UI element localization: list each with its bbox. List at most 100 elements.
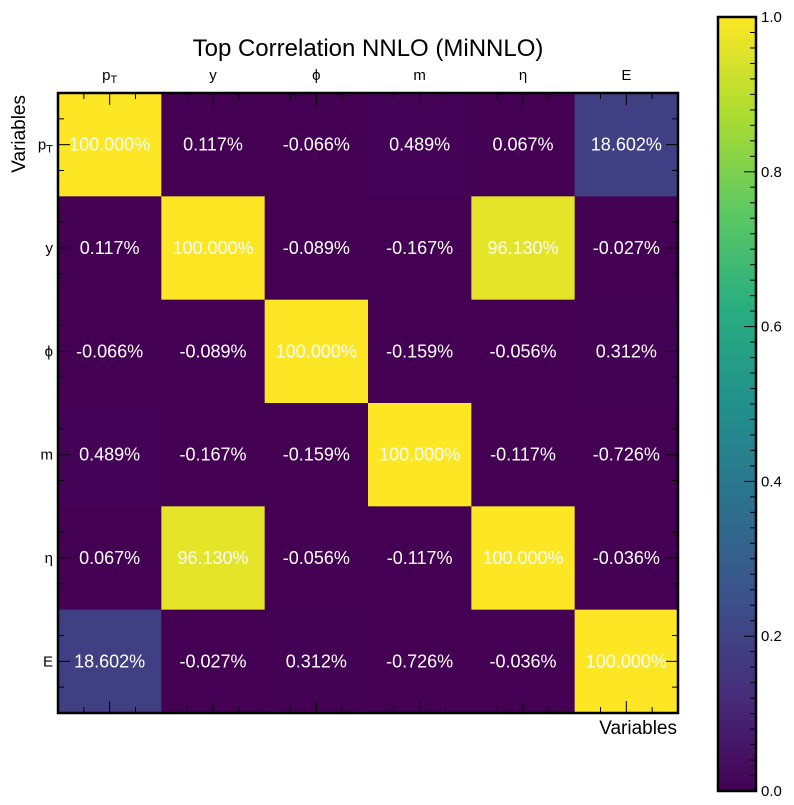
heatmap-cell	[264, 506, 369, 611]
x-tick-label: η	[519, 67, 527, 84]
colorbar-tick-label: 0.6	[761, 319, 782, 336]
heatmap-cell	[264, 609, 369, 714]
cell-value-label: -0.027%	[179, 651, 246, 671]
heatmap-cell	[58, 403, 162, 507]
x-tick-label: m	[413, 67, 426, 84]
chart-title: Top Correlation NNLO (MiNNLO)	[193, 35, 544, 62]
colorbar-tick-label: 0.8	[761, 164, 782, 181]
cell-value-label: -0.159%	[386, 341, 453, 361]
heatmap-cell	[161, 196, 266, 301]
cell-value-label: 100.000%	[586, 651, 667, 671]
colorbar-tick-label: 0.2	[761, 628, 782, 645]
heatmap-cell	[574, 506, 679, 611]
y-tick-label: pT	[38, 137, 53, 156]
heatmap-cell-labels: 100.000% 0.117% -0.066% 0.489% 0.067% 18.602%…	[69, 135, 667, 672]
cell-value-label: 0.117%	[80, 238, 140, 258]
cell-value-label: -0.117%	[490, 445, 556, 465]
heatmap-cell	[58, 93, 162, 197]
x-tick-label: E	[621, 67, 631, 84]
x-tick-labels: pT y ϕ m η E	[102, 67, 631, 86]
cell-value-label: -0.066%	[283, 135, 350, 155]
heatmap-cell	[58, 506, 162, 611]
cell-value-label: -0.056%	[489, 341, 556, 361]
cell-value-label: -0.036%	[593, 548, 660, 568]
cell-value-label: -0.159%	[283, 445, 350, 465]
plot-frame	[56, 91, 680, 715]
x-axis-label: Variables	[599, 718, 677, 739]
heatmap-cell	[58, 609, 162, 714]
heatmap-cell	[264, 403, 369, 507]
colorbar	[716, 15, 758, 793]
heatmap-cell	[471, 506, 576, 611]
y-tick-labels: pT y ϕ m η E	[38, 137, 54, 671]
y-tick-label: m	[41, 447, 54, 464]
cell-value-label: 100.000%	[69, 135, 150, 155]
heatmap-cell	[161, 299, 266, 404]
heatmap-cell	[574, 299, 679, 404]
colorbar-tick-label: 0.4	[761, 473, 782, 490]
y-tick-label: η	[45, 550, 53, 567]
heatmap-cell	[471, 93, 576, 197]
x-tick-label: y	[209, 67, 217, 84]
colorbar-ticks: 0.0 0.2 0.4 0.6 0.8 1.0	[744, 9, 782, 800]
y-tick-label: ϕ	[45, 343, 53, 360]
heatmap-cell	[264, 299, 369, 404]
colorbar-tick-label: 0.0	[761, 783, 782, 800]
heatmap-cell	[58, 299, 162, 404]
cell-value-label: 0.489%	[79, 445, 140, 465]
cell-value-label: 96.130%	[487, 238, 558, 258]
cell-value-label: -0.089%	[283, 238, 350, 258]
cell-value-label: 100.000%	[379, 445, 460, 465]
heatmap-cell	[368, 403, 472, 507]
y-tick-label: y	[46, 240, 54, 257]
heatmap-cell	[368, 609, 472, 714]
heatmap-cell	[368, 299, 472, 404]
cell-value-label: 100.000%	[482, 548, 563, 568]
cell-value-label: -0.167%	[386, 238, 453, 258]
cell-value-label: 18.602%	[591, 135, 662, 155]
cell-value-label: 100.000%	[172, 238, 253, 258]
y-tick-label: E	[43, 653, 53, 670]
cell-value-label: -0.066%	[76, 341, 143, 361]
heatmap-cell	[264, 93, 369, 197]
heatmap-cell	[471, 299, 576, 404]
cell-value-label: 0.117%	[183, 135, 243, 155]
x-tick-label: ϕ	[312, 67, 320, 84]
cell-value-label: 0.067%	[79, 548, 140, 568]
colorbar-tick-label: 1.0	[761, 9, 782, 26]
heatmap-cell	[471, 403, 576, 507]
cell-value-label: 18.602%	[74, 651, 145, 671]
cell-value-label: -0.167%	[179, 445, 246, 465]
cell-value-label: -0.726%	[386, 651, 453, 671]
cell-value-label: 0.489%	[389, 135, 450, 155]
plot-frame-ticks	[58, 93, 678, 713]
cell-value-label: -0.056%	[283, 548, 350, 568]
heatmap-cell	[574, 609, 679, 714]
cell-value-label: -0.117%	[387, 548, 453, 568]
heatmap-cell	[368, 93, 472, 197]
cell-value-label: 100.000%	[276, 341, 357, 361]
cell-value-label: -0.089%	[179, 341, 246, 361]
cell-value-label: -0.036%	[489, 651, 556, 671]
heatmap-cell	[161, 93, 266, 197]
heatmap-cell	[574, 93, 679, 197]
heatmap-cell	[58, 196, 162, 301]
heatmap-cell	[368, 196, 472, 301]
heatmap-cell	[574, 403, 679, 507]
heatmap-cell	[368, 506, 472, 611]
cell-value-label: -0.027%	[593, 238, 660, 258]
heatmap-cells	[58, 93, 679, 714]
x-tick-label: pT	[102, 67, 117, 86]
y-axis-label: Variables	[9, 95, 30, 173]
heatmap-cell	[471, 609, 576, 714]
cell-value-label: 0.312%	[286, 651, 347, 671]
cell-value-label: 0.312%	[596, 341, 657, 361]
cell-value-label: -0.726%	[593, 445, 660, 465]
heatmap-cell	[264, 196, 369, 301]
heatmap-cell	[471, 196, 576, 301]
heatmap-cell	[161, 609, 266, 714]
cell-value-label: 96.130%	[177, 548, 248, 568]
cell-value-label: 0.067%	[492, 135, 553, 155]
heatmap-cell	[161, 403, 266, 507]
